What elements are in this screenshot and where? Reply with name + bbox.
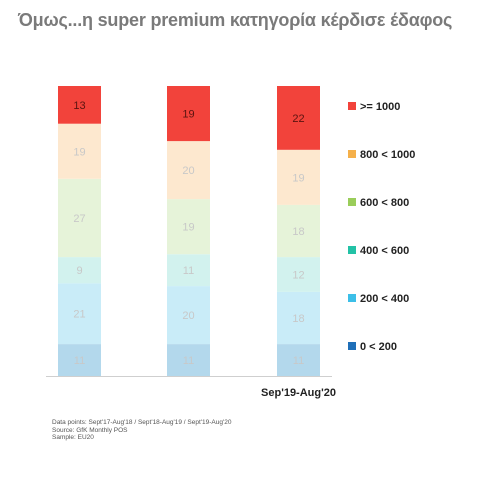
bar-value-label: 18 — [292, 226, 304, 238]
bar-value-label: 11 — [183, 355, 194, 367]
bar-value-label: 19 — [182, 109, 194, 121]
bar-segment — [277, 257, 320, 292]
bar-segment — [58, 344, 101, 376]
bar-value-label: 22 — [292, 113, 304, 125]
bar-segment — [58, 86, 101, 124]
bar-segment — [277, 86, 320, 150]
bar-segment — [277, 149, 320, 205]
bar-value-label: 19 — [292, 172, 304, 184]
bar-segment — [167, 254, 210, 287]
bar-value-label: 11 — [293, 355, 304, 367]
bar-value-label: 11 — [74, 355, 85, 367]
bar-segment — [277, 204, 320, 258]
bar-segment — [58, 257, 101, 284]
bar-segment — [58, 178, 101, 258]
footnote-data-points: Data points: Sept'17-Aug'18 / Sept'18-Au… — [52, 419, 232, 426]
bar-segment — [167, 86, 210, 142]
legend-swatch — [348, 198, 356, 206]
legend-swatch — [348, 150, 356, 158]
footnote-source: Source: GfK Monthly POS — [52, 426, 128, 434]
bar-segment — [277, 344, 320, 376]
bar-value-label: 18 — [292, 313, 304, 325]
legend-swatch — [348, 342, 356, 350]
chart-title: Όμως...η super premium κατηγορία κέρδισε… — [18, 10, 453, 30]
footnote-sample: Sample: EU20 — [52, 434, 94, 441]
bar-segment — [167, 286, 210, 345]
bar-segment — [58, 123, 101, 179]
bar-segment — [58, 283, 101, 345]
legend-swatch — [348, 246, 356, 254]
bar-value-label: 20 — [182, 165, 194, 177]
legend-swatch — [348, 294, 356, 302]
bar-value-label: 9 — [76, 265, 82, 277]
bar-segment — [167, 199, 210, 255]
bar-value-label: 19 — [73, 146, 85, 158]
bar-value-label: 11 — [183, 265, 194, 277]
legend-label: 400 < 600 — [360, 245, 409, 257]
footnotes: Data points: Sept'17-Aug'18 / Sept'18-Au… — [52, 419, 231, 442]
bar-value-label: 27 — [73, 213, 85, 225]
bar-value-label: 13 — [73, 100, 85, 112]
bar-segment — [167, 344, 210, 376]
bar-value-label: 21 — [73, 309, 85, 321]
legend-label: 800 < 1000 — [360, 149, 415, 161]
bar-value-label: 20 — [182, 310, 194, 322]
bar-value-label: 19 — [182, 222, 194, 234]
legend-label: >= 1000 — [360, 101, 400, 113]
bar-segment — [167, 141, 210, 200]
bar-segment — [277, 291, 320, 345]
legend-swatch — [348, 102, 356, 110]
legend-label: 0 < 200 — [360, 341, 397, 353]
x-category-label: Sep'19-Aug'20 — [261, 387, 336, 399]
bar-value-label: 12 — [292, 270, 304, 282]
legend-label: 600 < 800 — [360, 197, 409, 209]
legend-label: 200 < 400 — [360, 293, 409, 305]
